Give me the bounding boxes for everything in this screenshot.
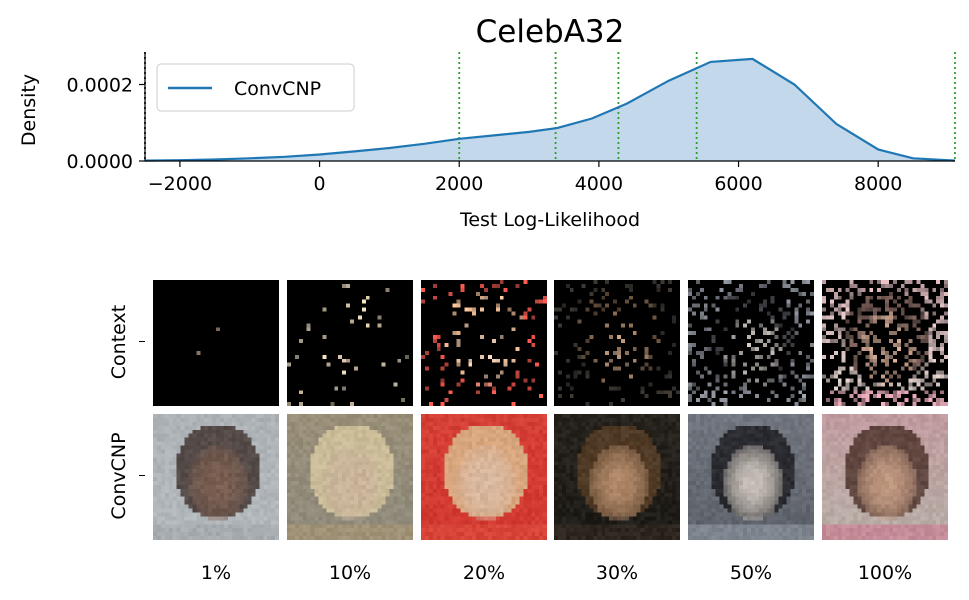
row-tick-context bbox=[139, 341, 145, 342]
area-layer bbox=[145, 58, 955, 161]
density-area bbox=[145, 58, 955, 161]
row-label-convcnp: ConvCNP bbox=[108, 432, 130, 520]
legend: ConvCNP bbox=[156, 63, 355, 112]
x-tick-label: 2000 bbox=[435, 173, 483, 195]
column-label-30pct: 30% bbox=[595, 562, 639, 584]
y-tick-label: 0.0000 bbox=[67, 151, 133, 173]
prediction-image-100pct bbox=[822, 414, 948, 540]
context-image-10pct bbox=[287, 280, 413, 406]
y-axis-label: Density bbox=[18, 74, 40, 146]
context-image-100pct bbox=[822, 280, 948, 406]
row-tick-convcnp bbox=[139, 475, 145, 476]
x-tick-label: 6000 bbox=[714, 173, 762, 195]
column-label-20pct: 20% bbox=[462, 562, 506, 584]
density-chart: CelebA32 −2000 0 2000 4000 6000 8000 0.0000 0.0… bbox=[18, 14, 956, 231]
axis-layer: −2000 0 2000 4000 6000 8000 0.0000 0.0002 bbox=[67, 52, 955, 195]
prediction-image-50pct bbox=[688, 414, 814, 540]
density-line-convcnp bbox=[144, 57, 956, 162]
legend-entry-convcnp: ConvCNP bbox=[234, 78, 321, 100]
column-label-50pct: 50% bbox=[729, 562, 773, 584]
prediction-image-1pct bbox=[153, 414, 279, 540]
prediction-image-20pct bbox=[421, 414, 547, 540]
x-tick-label: 0 bbox=[314, 173, 326, 195]
x-tick-label: −2000 bbox=[148, 173, 212, 195]
prediction-image-10pct bbox=[287, 414, 413, 540]
context-image-20pct bbox=[421, 280, 547, 406]
column-label-100pct: 100% bbox=[857, 562, 913, 584]
context-image-50pct bbox=[688, 280, 814, 406]
column-label-10pct: 10% bbox=[328, 562, 372, 584]
x-tick-label: 8000 bbox=[854, 173, 902, 195]
chart-title: CelebA32 bbox=[476, 14, 625, 50]
context-image-30pct bbox=[554, 280, 680, 406]
line-layer bbox=[144, 57, 956, 162]
legend-box bbox=[156, 63, 355, 112]
context-image-1pct bbox=[153, 280, 279, 406]
y-tick-label: 0.0002 bbox=[67, 75, 133, 97]
column-label-1pct: 1% bbox=[200, 562, 232, 584]
x-axis-label: Test Log-Likelihood bbox=[459, 209, 640, 231]
x-tick-label: 4000 bbox=[575, 173, 623, 195]
prediction-image-30pct bbox=[554, 414, 680, 540]
